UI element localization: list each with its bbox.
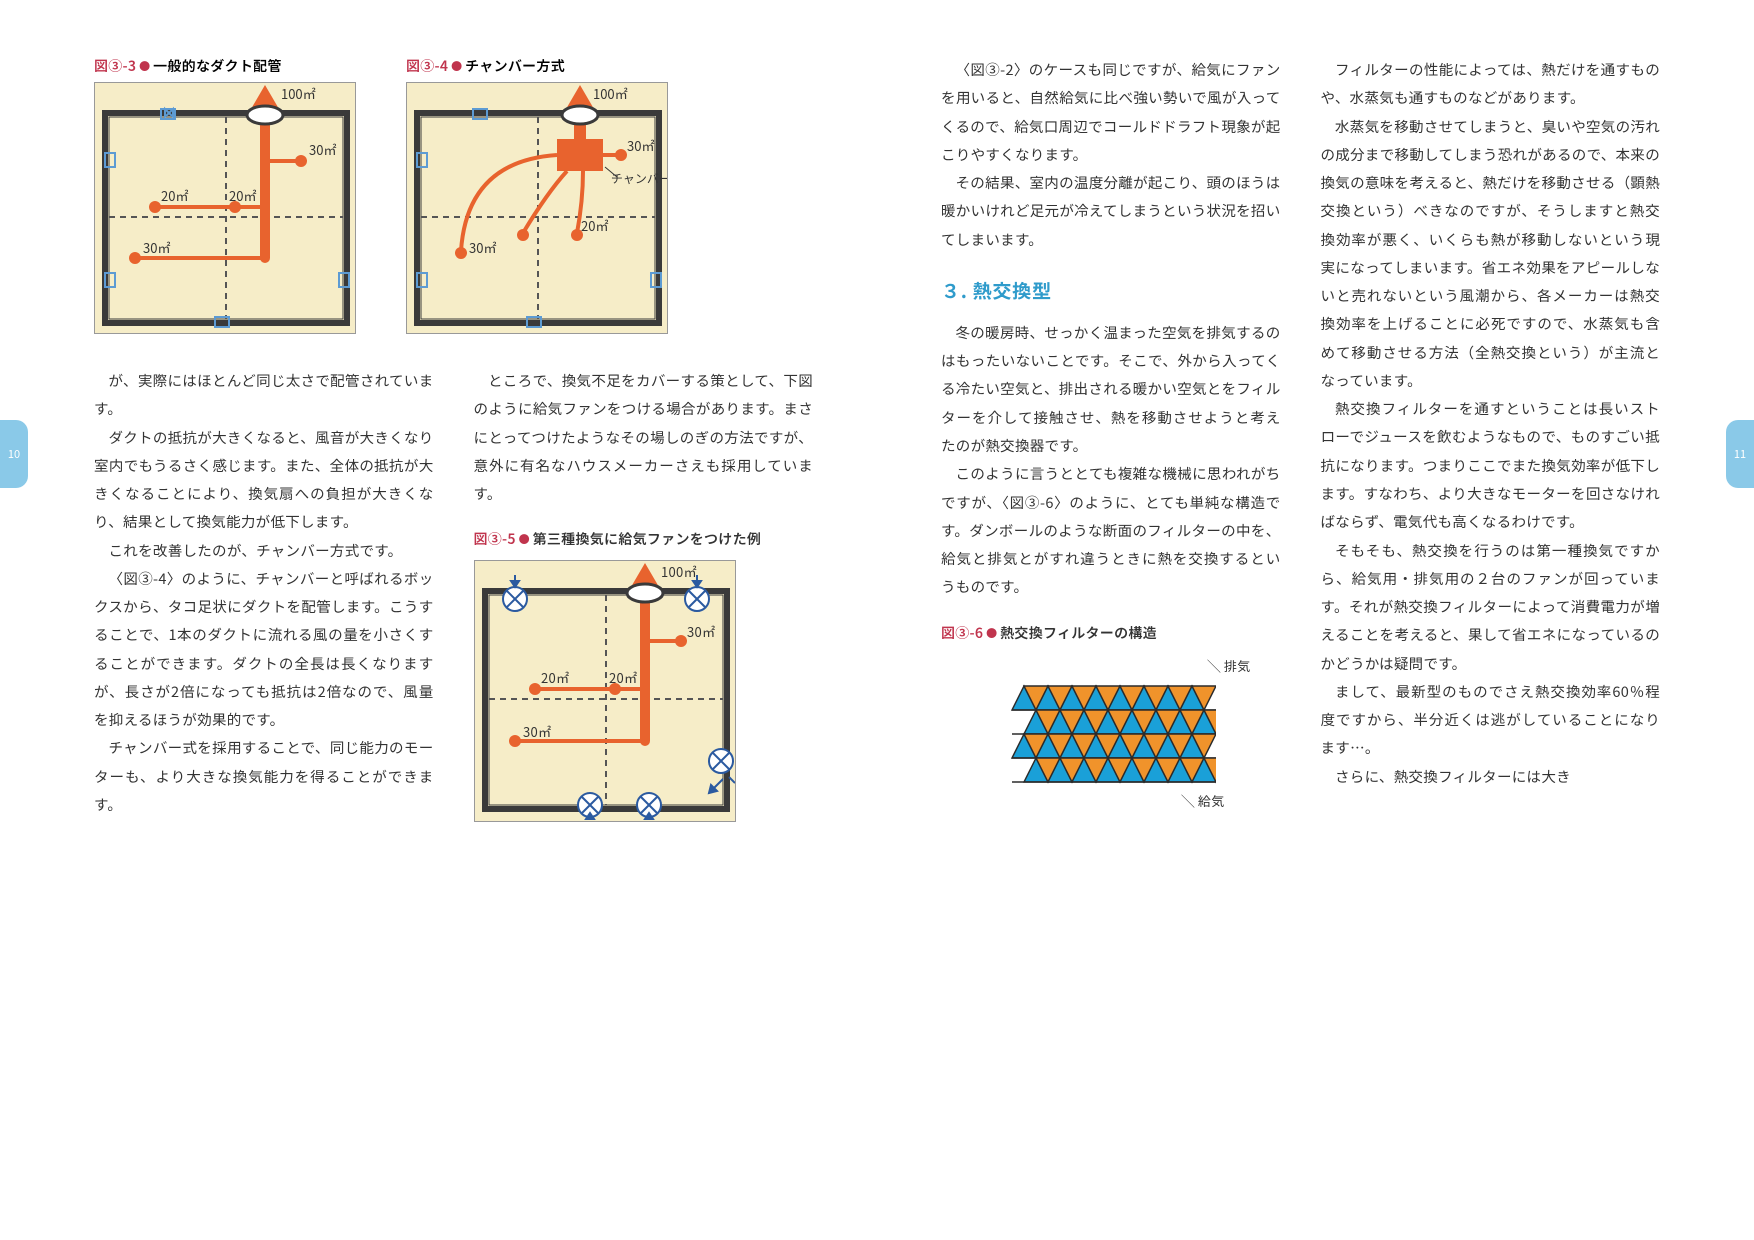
fig3-5-num: 図③-5 (474, 529, 516, 549)
rB-0: フィルターの性能によっては、熱だけを通すものや、水蒸気も通すものなどがあります。 (1321, 56, 1661, 113)
svg-text:100㎡: 100㎡ (281, 84, 316, 103)
page-number-left: 10 (0, 420, 28, 488)
fig3-4-title: チャンバー方式 (465, 56, 565, 76)
left-col-a: が、実際にはほとんど同じ太さで配管されています。 ダクトの抵抗が大きくなると、風… (94, 367, 434, 831)
rA-b0: 冬の暖房時、せっかく温まった空気を排気するのはもったいないことです。そこで、外か… (941, 319, 1281, 460)
svg-text:チャンバー: チャンバー (611, 170, 668, 187)
svg-text:20㎡: 20㎡ (541, 668, 569, 687)
fig3-6-label-top: ╲ 排気 (941, 653, 1281, 678)
fig3-4-num: 図③-4 (406, 56, 448, 76)
lA-p1: ダクトの抵抗が大きくなると、風音が大きくなり室内でもうるさく感じます。また、全体… (94, 424, 434, 537)
figure-row-top: 図③-3 一般的なダクト配管 (94, 56, 813, 339)
fig3-3-caption: 図③-3 一般的なダクト配管 (94, 56, 356, 76)
svg-text:20㎡: 20㎡ (609, 668, 637, 687)
svg-text:30㎡: 30㎡ (309, 140, 336, 159)
svg-text:30㎡: 30㎡ (627, 136, 654, 155)
right-col-a: 〈図③-2〉のケースも同じですが、給気にファンを用いると、自然給気に比べ強い勢い… (941, 56, 1281, 814)
fig3-3-title: 一般的なダクト配管 (153, 56, 282, 76)
fig3-6-svg (1006, 682, 1216, 786)
right-col-b: フィルターの性能によっては、熱だけを通すものや、水蒸気も通すものなどがあります。… (1321, 56, 1661, 814)
rB-1: 水蒸気を移動させてしまうと、臭いや空気の汚れの成分まで移動してしまう恐れがあるの… (1321, 113, 1661, 396)
svg-text:20㎡: 20㎡ (161, 186, 188, 205)
section-heading-heat-exchange: ３. 熱交換型 (941, 272, 1281, 309)
page-number-right: 11 (1726, 420, 1754, 488)
rB-4: まして、最新型のものでさえ熱交換効率60％程度ですから、半分近くは逃がしているこ… (1321, 678, 1661, 763)
lA-p2: これを改善したのが、チャンバー方式です。 (94, 537, 434, 565)
rA-b1: このように言うととても複雑な機械に思われがちですが、〈図③-6〉のように、とても… (941, 460, 1281, 601)
rB-5: さらに、熱交換フィルターには大き (1321, 763, 1661, 791)
lA-p3: 〈図③-4〉のように、チャンバーと呼ばれるボックスから、タコ足状にダクトを配管し… (94, 565, 434, 735)
figure-3-4: 図③-4 チャンバー方式 (406, 56, 668, 339)
svg-text:20㎡: 20㎡ (229, 186, 256, 205)
svg-text:30㎡: 30㎡ (523, 722, 551, 741)
fig3-4-svg: 100㎡ 30㎡ チャンバー 20㎡ 30㎡ (406, 82, 668, 334)
fig3-6-title: 熱交換フィルターの構造 (1000, 623, 1157, 643)
svg-text:100㎡: 100㎡ (661, 562, 697, 581)
svg-text:30㎡: 30㎡ (687, 622, 715, 641)
page-right: 11 〈図③-2〉のケースも同じですが、給気にファンを用いると、自然給気に比べ強… (877, 0, 1754, 1240)
rB-2: 熱交換フィルターを通すということは長いストローでジュースを飲むようなもので、もの… (1321, 395, 1661, 536)
fig3-6-num: 図③-6 (941, 623, 983, 643)
svg-text:30㎡: 30㎡ (143, 238, 170, 257)
lA-p4: チャンバー式を採用することで、同じ能力のモーターも、より大きな換気能力を得ること… (94, 734, 434, 819)
rA-t1: その結果、室内の温度分離が起こり、頭のほうは暖かいけれど足元が冷えてしまうという… (941, 169, 1281, 254)
svg-text:30㎡: 30㎡ (469, 238, 496, 257)
rA-t0: 〈図③-2〉のケースも同じですが、給気にファンを用いると、自然給気に比べ強い勢い… (941, 56, 1281, 169)
svg-text:20㎡: 20㎡ (581, 216, 608, 235)
rB-3: そもそも、熱交換を行うのは第一種換気ですから、給気用・排気用の２台のファンが回っ… (1321, 537, 1661, 678)
fig3-3-svg: 100㎡ 30㎡ 20㎡ 20㎡ 30㎡ (94, 82, 356, 334)
left-body-columns: が、実際にはほとんど同じ太さで配管されています。 ダクトの抵抗が大きくなると、風… (94, 367, 813, 831)
fig3-4-caption: 図③-4 チャンバー方式 (406, 56, 668, 76)
page-left: 10 図③-3 一般的なダクト配管 (0, 0, 877, 1240)
lA-p0: が、実際にはほとんど同じ太さで配管されています。 (94, 367, 434, 424)
figure-3-6: 図③-6 熱交換フィルターの構造 ╲ 排気 ╲ 給気 (941, 620, 1281, 814)
fig3-5-caption: 図③-5 第三種換気に給気ファンをつけた例 (474, 526, 814, 553)
left-col-b: ところで、換気不足をカバーする策として、下図のように給気ファンをつける場合があり… (474, 367, 814, 831)
fig3-6-label-bottom: ╲ 給気 (941, 788, 1281, 813)
fig3-3-num: 図③-3 (94, 56, 136, 76)
figure-3-5: 図③-5 第三種換気に給気ファンをつけた例 (474, 526, 814, 831)
figure-3-3: 図③-3 一般的なダクト配管 (94, 56, 356, 339)
fig3-5-svg: 100㎡ 30㎡ 20㎡ 20㎡ 30㎡ (474, 560, 736, 822)
svg-text:100㎡: 100㎡ (593, 84, 628, 103)
fig3-5-title: 第三種換気に給気ファンをつけた例 (533, 529, 761, 549)
right-body-columns: 〈図③-2〉のケースも同じですが、給気にファンを用いると、自然給気に比べ強い勢い… (941, 56, 1660, 814)
fig3-6-caption: 図③-6 熱交換フィルターの構造 (941, 620, 1281, 647)
lB-p0: ところで、換気不足をカバーする策として、下図のように給気ファンをつける場合があり… (474, 367, 814, 508)
